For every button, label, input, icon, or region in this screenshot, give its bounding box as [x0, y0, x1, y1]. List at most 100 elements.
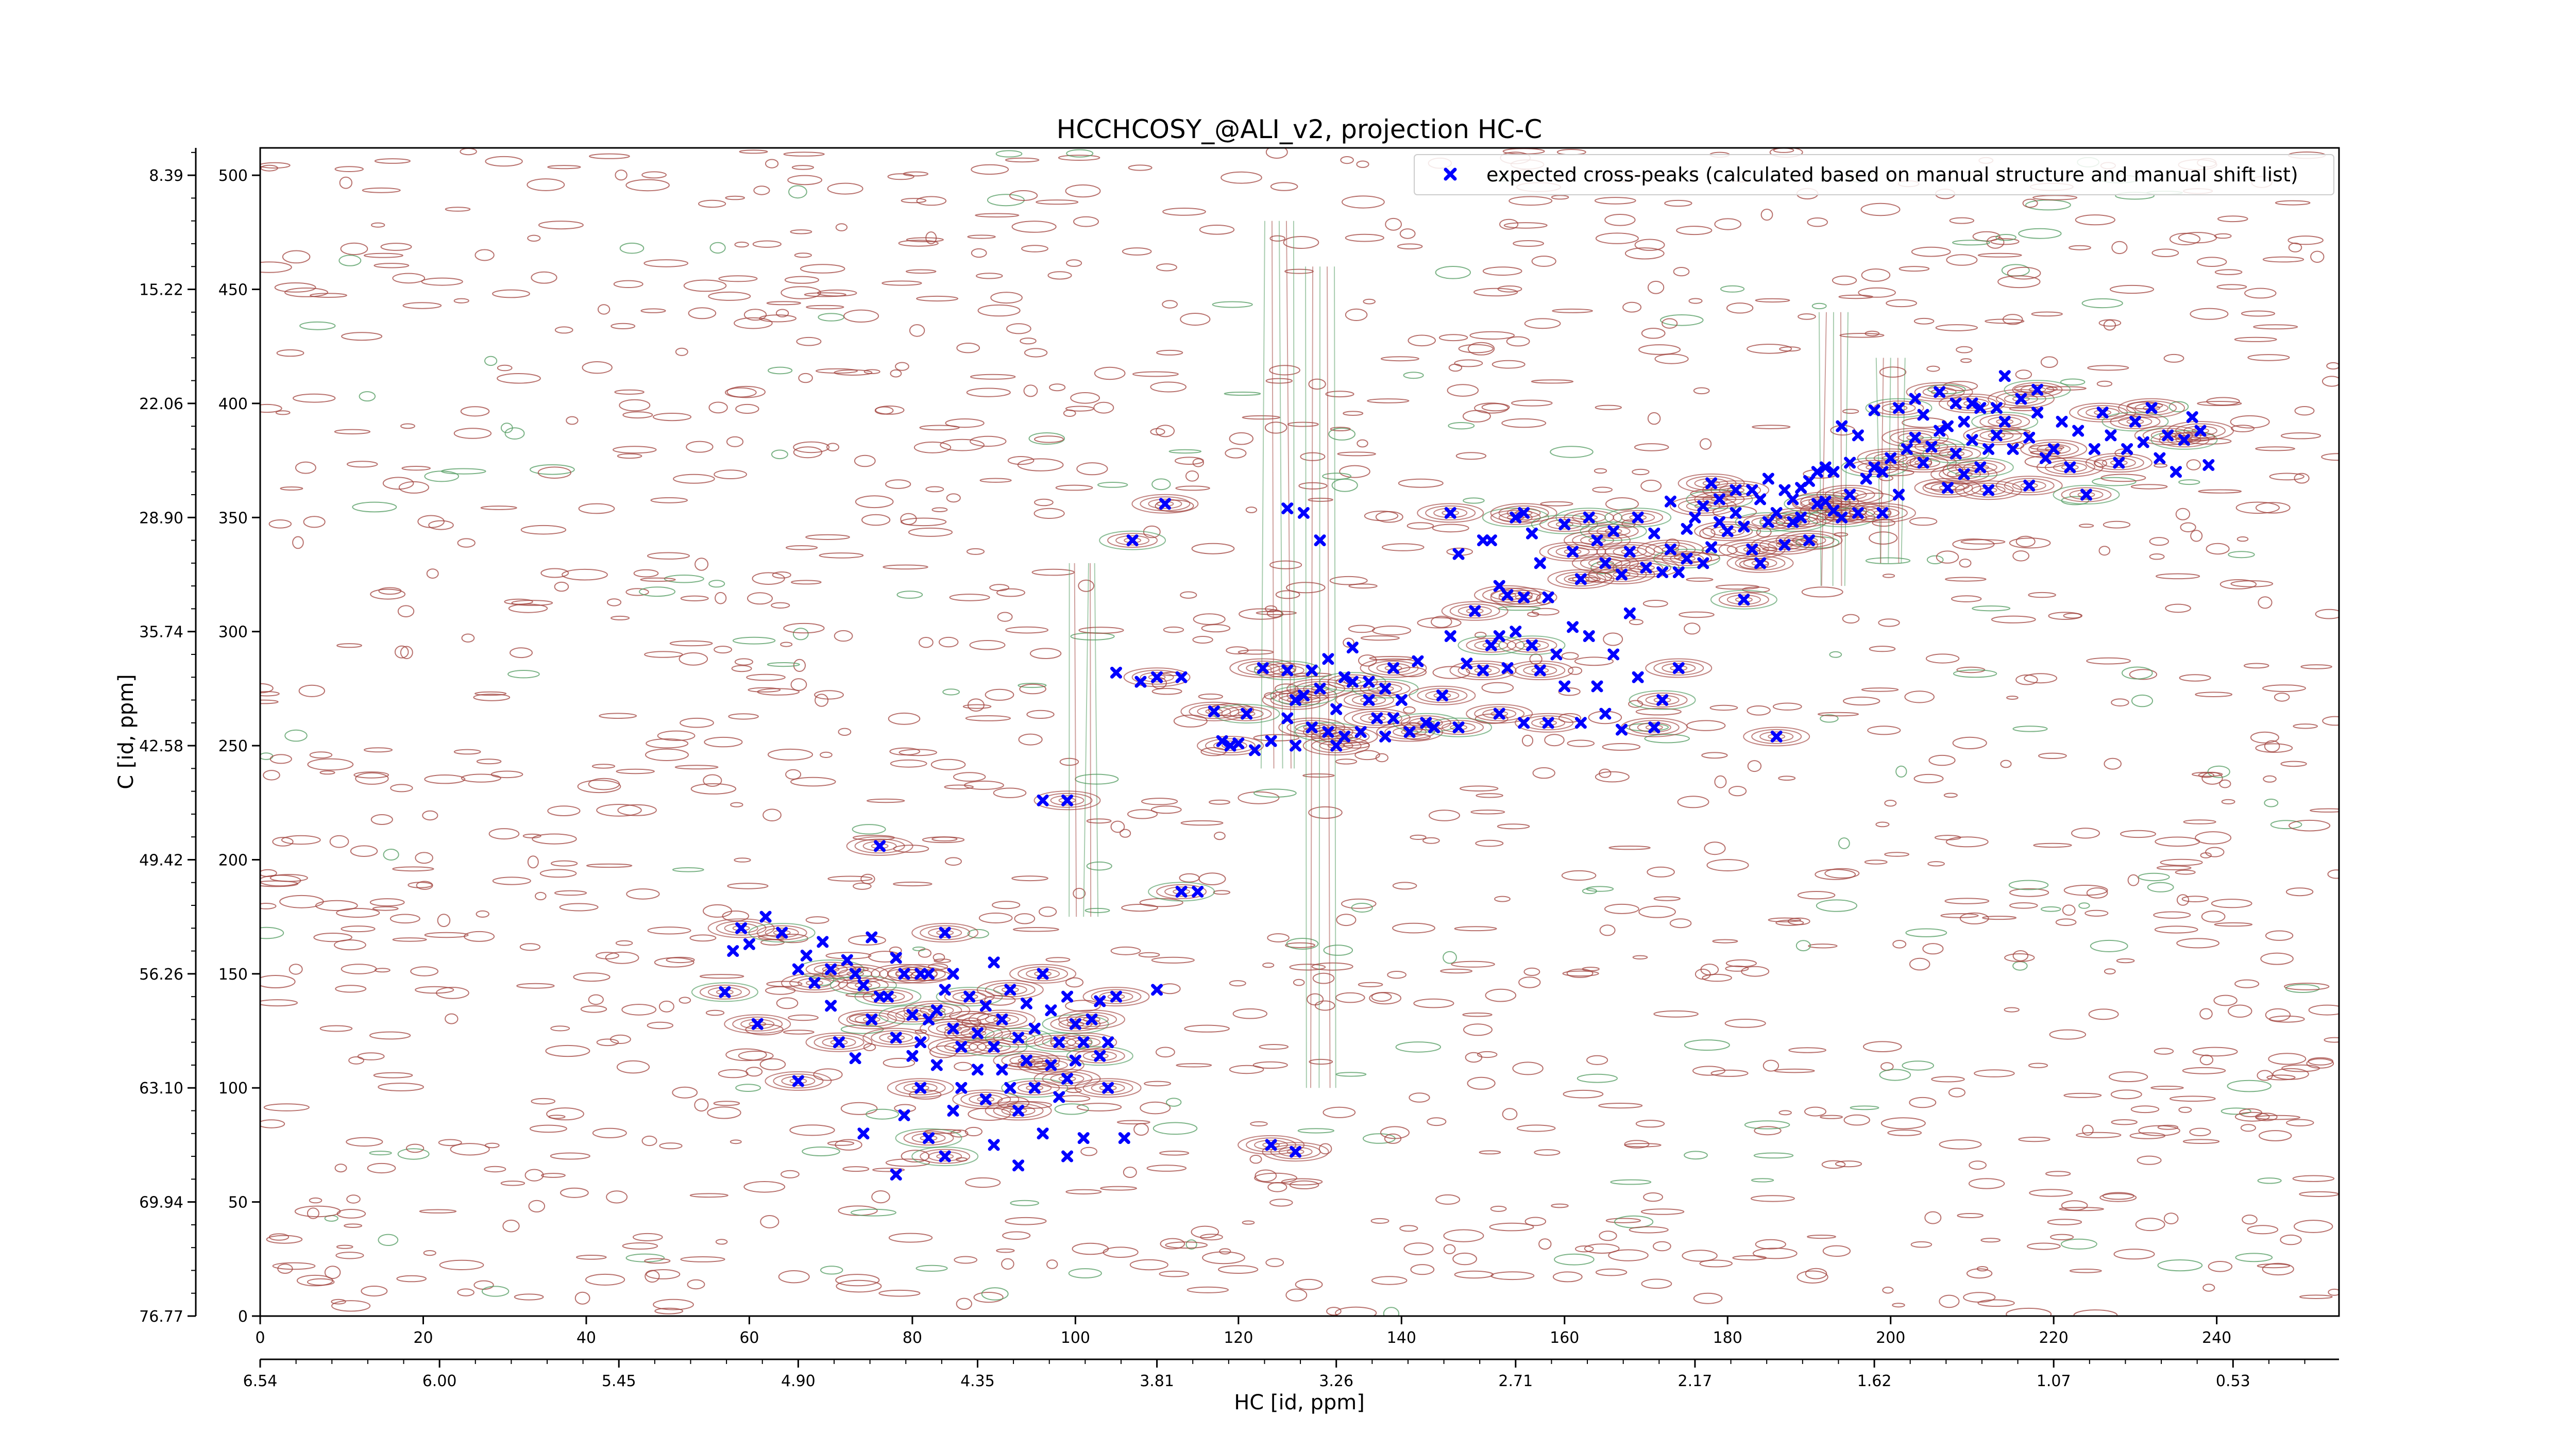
- noise-contour: [1775, 919, 1804, 926]
- noise-contour: [1512, 1062, 1544, 1075]
- noise-contour: [2195, 692, 2233, 697]
- noise-contour: [1943, 793, 1958, 798]
- cross-peak-marker: [1542, 591, 1554, 603]
- noise-contour: [889, 747, 921, 756]
- noise-contour: [299, 321, 336, 330]
- noise-contour: [1842, 409, 1859, 414]
- noise-contour: [1308, 378, 1326, 390]
- noise-contour: [369, 898, 405, 907]
- noise-contour: [996, 588, 1025, 597]
- peak-contour: [1629, 720, 1680, 735]
- peak-contour: [1482, 587, 1533, 603]
- noise-contour: [1166, 1098, 1182, 1107]
- noise-contour: [378, 1083, 424, 1091]
- peak-contour: [1629, 690, 1696, 710]
- noise-contour: [260, 999, 298, 1007]
- noise-contour: [1302, 773, 1335, 778]
- noise-contour: [1028, 432, 1065, 445]
- noise-contour: [484, 1166, 506, 1173]
- y-ppm-tick-label: 76.77: [139, 1308, 183, 1326]
- noise-contour: [1747, 705, 1771, 716]
- noise-contour: [1187, 1286, 1229, 1293]
- noise-contour: [2160, 858, 2203, 866]
- noise-contour: [705, 1009, 725, 1016]
- noise-contour: [1774, 1068, 1815, 1073]
- noise-contour: [1644, 734, 1690, 744]
- noise-contour: [1948, 1087, 1965, 1098]
- cross-peak-marker: [1444, 630, 1456, 643]
- cross-peak-marker: [1656, 566, 1669, 579]
- noise-contour: [298, 684, 325, 697]
- noise-contour: [260, 975, 296, 988]
- noise-contour: [1816, 899, 1857, 912]
- noise-contour: [1754, 1126, 1782, 1136]
- noise-contour: [849, 1014, 876, 1023]
- noise-contour: [2294, 406, 2315, 416]
- cross-peak-marker: [955, 1041, 968, 1053]
- cross-peak-marker: [923, 1013, 935, 1025]
- x-ppm-tick-label: 2.17: [1678, 1372, 1713, 1390]
- noise-contour: [1513, 240, 1545, 247]
- cross-peak-marker: [1966, 434, 1978, 446]
- noise-contour: [1995, 234, 2016, 241]
- noise-contour: [484, 356, 498, 366]
- noise-contour: [840, 1102, 878, 1115]
- noise-contour: [460, 406, 490, 417]
- noise-contour: [1762, 1059, 1780, 1072]
- noise-contour: [925, 231, 937, 244]
- noise-contour: [654, 1307, 684, 1315]
- cross-peak-marker: [1338, 730, 1351, 743]
- peak-contour: [1278, 1147, 1313, 1157]
- noise-contour: [783, 1030, 815, 1035]
- noise-contour: [2198, 489, 2242, 494]
- peak-contour: [2167, 421, 2234, 441]
- cross-peak-marker: [2178, 434, 2190, 446]
- noise-contour: [453, 428, 492, 439]
- noise-contour: [2012, 726, 2048, 732]
- noise-contour: [2198, 772, 2214, 778]
- cross-peak-marker: [1110, 990, 1122, 1003]
- peak-contour: [960, 1091, 1011, 1107]
- noise-contour: [1502, 1108, 1518, 1120]
- noise-contour: [1910, 1241, 1933, 1248]
- noise-contour: [1046, 1259, 1058, 1269]
- noise-contour: [1843, 696, 1880, 706]
- noise-contour: [1884, 800, 1897, 807]
- noise-contour: [872, 1168, 905, 1172]
- noise-contour: [1403, 372, 1424, 379]
- noise-contour: [540, 568, 569, 578]
- noise-contour: [392, 273, 426, 284]
- noise-contour: [933, 953, 945, 962]
- cross-peak-marker: [1379, 730, 1392, 743]
- cross-peak-marker: [1322, 726, 1334, 738]
- noise-contour: [735, 1084, 761, 1092]
- cross-peak-marker: [1151, 671, 1163, 683]
- noise-contour: [473, 694, 511, 701]
- peak-contour: [1702, 480, 1770, 500]
- cross-peak-marker: [817, 936, 829, 948]
- noise-contour: [2012, 550, 2030, 562]
- peak-contour: [1955, 460, 2006, 475]
- noise-contour: [1902, 1060, 1934, 1071]
- cross-peak-marker: [923, 968, 935, 980]
- y-ppm-tick-label: 28.90: [139, 509, 183, 527]
- noise-contour: [1093, 401, 1114, 414]
- peak-contour: [1107, 533, 1158, 548]
- noise-contour: [606, 598, 622, 606]
- cross-peak-marker: [1599, 557, 1612, 569]
- noise-contour: [908, 527, 953, 537]
- noise-contour: [2151, 248, 2179, 258]
- noise-contour: [359, 391, 376, 402]
- noise-contour: [967, 929, 989, 939]
- noise-contour: [464, 931, 495, 942]
- peak-contour: [1270, 1144, 1321, 1159]
- noise-contour: [1454, 359, 1483, 367]
- noise-contour: [793, 441, 830, 453]
- noise-contour: [1245, 507, 1258, 513]
- noise-contour: [1753, 1152, 1794, 1159]
- noise-contour: [2000, 760, 2012, 768]
- noise-contour: [397, 605, 415, 617]
- legend-label: expected cross-peaks (calculated based o…: [1486, 163, 2298, 186]
- noise-contour: [1879, 1069, 1911, 1081]
- noise-contour: [2033, 843, 2072, 848]
